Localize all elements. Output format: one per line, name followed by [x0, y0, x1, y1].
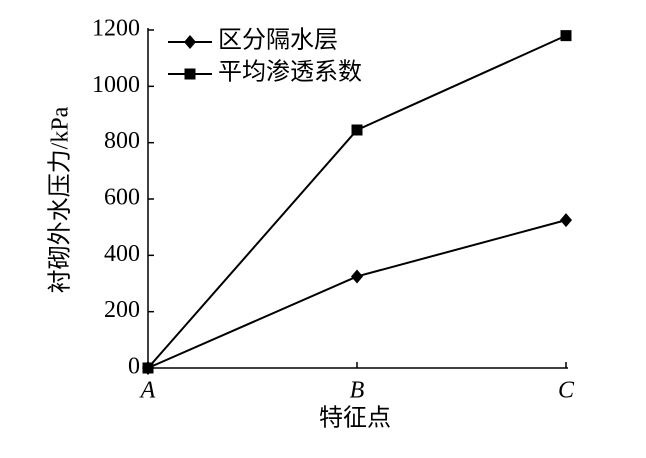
y-tick-label: 400: [104, 241, 140, 267]
marker: [351, 269, 363, 284]
marker: [560, 213, 572, 228]
y-tick-label: 600: [104, 185, 140, 211]
marker: [351, 124, 363, 136]
legend-label: 平均渗透系数: [218, 59, 362, 86]
marker: [560, 30, 572, 42]
x-tick-label: C: [558, 378, 575, 404]
legend-marker: [184, 35, 196, 49]
legend-label: 区分隔水层: [218, 27, 338, 54]
y-tick-label: 0: [128, 354, 140, 380]
marker: [142, 362, 154, 374]
y-tick-label: 200: [104, 297, 140, 323]
y-tick-label: 800: [104, 128, 140, 154]
x-axis-label: 特征点: [319, 405, 391, 432]
y-tick-label: 1200: [92, 16, 140, 42]
y-axis-label: 衬砌外水压力/kPa: [47, 106, 74, 293]
x-tick-label: A: [139, 378, 156, 404]
x-tick-label: B: [350, 378, 365, 404]
legend-marker: [184, 68, 196, 80]
y-tick-label: 1000: [92, 72, 140, 98]
series-line: [147, 219, 567, 369]
